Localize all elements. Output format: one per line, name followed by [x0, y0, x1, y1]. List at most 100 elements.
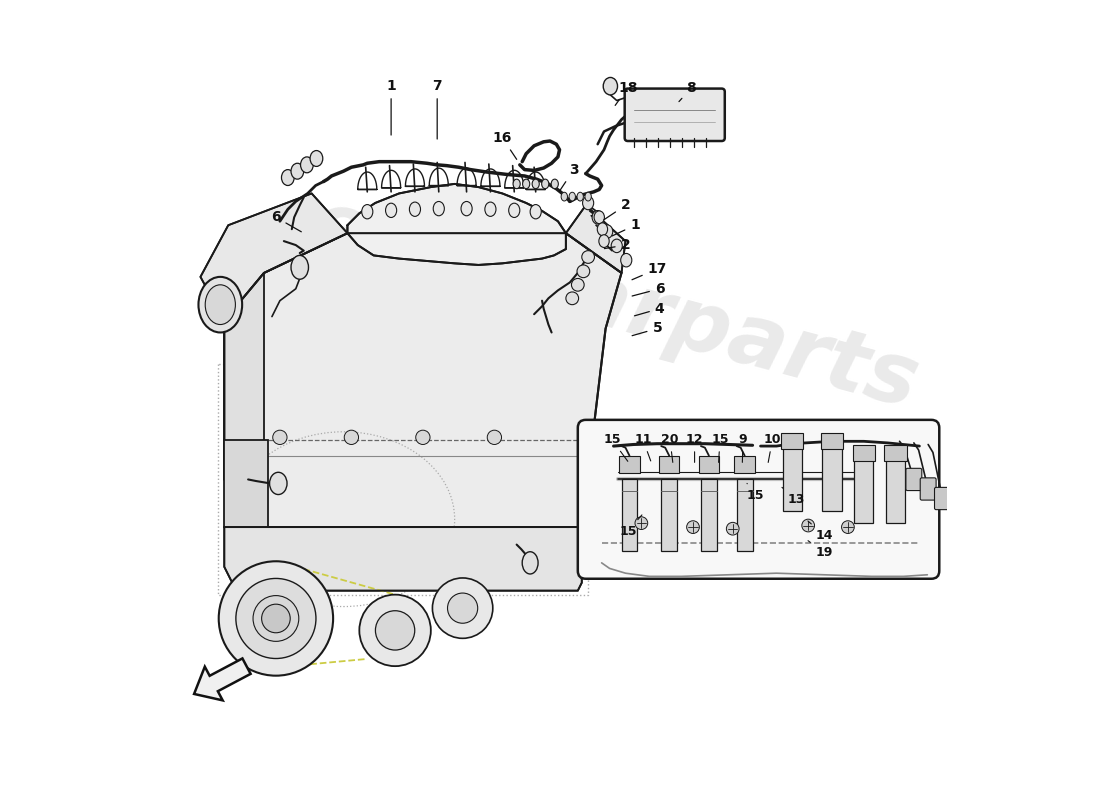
Text: 19: 19	[808, 541, 833, 559]
Ellipse shape	[620, 254, 631, 267]
Circle shape	[432, 578, 493, 638]
Ellipse shape	[551, 179, 559, 189]
Ellipse shape	[485, 202, 496, 216]
Text: 4: 4	[635, 302, 664, 316]
Text: 6: 6	[632, 282, 664, 296]
Text: 2: 2	[604, 238, 630, 252]
Ellipse shape	[602, 225, 613, 238]
Circle shape	[578, 265, 590, 278]
Circle shape	[235, 578, 316, 658]
Circle shape	[360, 594, 431, 666]
Text: 12: 12	[685, 434, 703, 462]
Ellipse shape	[530, 205, 541, 219]
Text: a passion for parts since 1985: a passion for parts since 1985	[433, 466, 747, 541]
Text: 14: 14	[807, 521, 833, 542]
Ellipse shape	[513, 179, 520, 189]
Text: 10: 10	[763, 434, 781, 462]
Bar	[737, 479, 752, 551]
Bar	[659, 456, 680, 473]
FancyBboxPatch shape	[906, 468, 922, 490]
Text: 15: 15	[619, 515, 642, 538]
Ellipse shape	[409, 202, 420, 216]
Polygon shape	[565, 206, 626, 273]
Text: eurocarparts: eurocarparts	[299, 183, 927, 426]
Circle shape	[686, 521, 700, 534]
FancyBboxPatch shape	[921, 478, 936, 500]
Text: 16: 16	[493, 131, 517, 159]
Bar	[823, 448, 842, 511]
Ellipse shape	[594, 211, 604, 224]
Ellipse shape	[597, 223, 607, 235]
Bar	[884, 446, 906, 461]
Circle shape	[802, 519, 815, 532]
Bar	[735, 456, 755, 473]
Text: 13: 13	[782, 487, 805, 506]
Bar	[701, 479, 717, 551]
Ellipse shape	[541, 179, 549, 189]
Text: 15: 15	[603, 434, 628, 462]
Polygon shape	[224, 440, 268, 527]
FancyBboxPatch shape	[935, 487, 950, 510]
Text: 18: 18	[615, 81, 638, 106]
Ellipse shape	[292, 255, 308, 279]
Ellipse shape	[433, 202, 444, 216]
Ellipse shape	[569, 192, 575, 201]
Ellipse shape	[310, 150, 322, 166]
Bar	[698, 456, 719, 473]
FancyBboxPatch shape	[625, 89, 725, 141]
Bar	[783, 448, 802, 511]
Ellipse shape	[385, 203, 397, 218]
Ellipse shape	[598, 234, 609, 247]
Ellipse shape	[585, 192, 592, 201]
Bar	[852, 446, 874, 461]
Circle shape	[487, 430, 502, 445]
FancyArrow shape	[194, 658, 251, 700]
Ellipse shape	[362, 205, 373, 219]
Ellipse shape	[561, 192, 568, 201]
Ellipse shape	[578, 192, 583, 201]
Circle shape	[582, 250, 594, 263]
Circle shape	[253, 595, 299, 642]
Polygon shape	[224, 527, 582, 590]
Text: 9: 9	[739, 434, 747, 462]
Ellipse shape	[612, 239, 623, 253]
Text: 5: 5	[632, 322, 662, 336]
Circle shape	[726, 522, 739, 535]
Ellipse shape	[522, 552, 538, 574]
Ellipse shape	[583, 196, 594, 210]
Bar	[661, 479, 678, 551]
Text: 1: 1	[386, 79, 396, 135]
Ellipse shape	[522, 179, 530, 189]
Text: 1: 1	[612, 218, 640, 236]
Bar	[855, 459, 873, 523]
Text: 17: 17	[632, 262, 667, 280]
Circle shape	[635, 517, 648, 530]
Polygon shape	[200, 194, 348, 321]
Bar	[781, 434, 803, 450]
Ellipse shape	[270, 472, 287, 494]
Ellipse shape	[592, 210, 603, 224]
Ellipse shape	[206, 285, 235, 325]
Text: 6: 6	[271, 210, 301, 232]
Ellipse shape	[282, 170, 294, 186]
Circle shape	[572, 278, 584, 291]
Ellipse shape	[292, 163, 304, 179]
Circle shape	[416, 430, 430, 445]
Circle shape	[565, 292, 579, 305]
Ellipse shape	[198, 277, 242, 333]
Circle shape	[219, 562, 333, 676]
Circle shape	[344, 430, 359, 445]
Ellipse shape	[603, 78, 617, 95]
FancyBboxPatch shape	[578, 420, 939, 578]
Ellipse shape	[300, 157, 313, 173]
Circle shape	[448, 593, 477, 623]
Text: 2: 2	[604, 198, 630, 220]
Ellipse shape	[532, 179, 539, 189]
Polygon shape	[224, 233, 622, 527]
Circle shape	[262, 604, 290, 633]
Circle shape	[273, 430, 287, 445]
Text: 3: 3	[560, 162, 579, 191]
Text: 8: 8	[679, 81, 696, 102]
Polygon shape	[348, 184, 565, 265]
Bar	[887, 459, 905, 523]
